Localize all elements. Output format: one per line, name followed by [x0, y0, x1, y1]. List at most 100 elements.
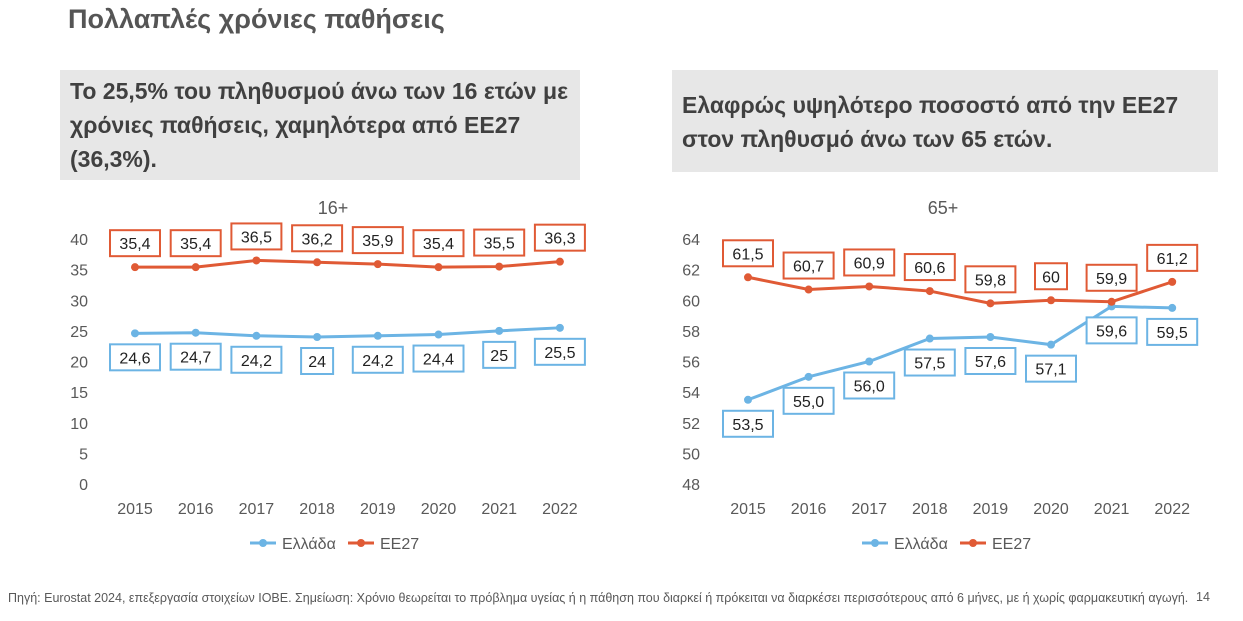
chart-title: 16+ [318, 198, 349, 218]
x-tick-label: 2015 [730, 501, 766, 518]
data-label: 57,6 [975, 354, 1006, 371]
data-point [131, 329, 139, 338]
legend-label: ΕΕ27 [380, 536, 419, 553]
y-tick-label: 48 [682, 477, 700, 494]
data-label-box [1146, 243, 1199, 272]
series-line-eu27 [135, 258, 561, 269]
data-label: 60,7 [793, 259, 824, 276]
data-point [804, 372, 813, 381]
data-label: 59,9 [1096, 271, 1127, 288]
data-label: 59,8 [975, 272, 1006, 289]
data-label: 24,2 [362, 353, 393, 370]
data-label-box [351, 226, 404, 255]
data-point [131, 263, 139, 272]
data-label: 25 [490, 348, 508, 365]
x-tick-label: 2015 [117, 501, 153, 518]
data-label: 35,4 [423, 236, 454, 253]
data-label-box [169, 229, 222, 258]
series-line-greece [747, 304, 1173, 402]
data-point [191, 263, 200, 272]
series-line-eu27 [747, 275, 1173, 305]
y-tick-label: 5 [79, 446, 88, 463]
data-point [252, 256, 261, 265]
x-tick-label: 2016 [791, 501, 827, 518]
x-tick-label: 2022 [1154, 501, 1190, 518]
data-point [1168, 303, 1177, 312]
data-label: 59,6 [1096, 323, 1127, 340]
x-tick-label: 2016 [178, 501, 214, 518]
data-label-box [230, 345, 283, 374]
data-label: 61,5 [732, 246, 763, 263]
data-label-box [351, 345, 404, 374]
data-point [925, 334, 934, 343]
data-label-box [169, 342, 222, 371]
data-point [1047, 340, 1055, 349]
data-label: 25,5 [544, 345, 575, 362]
left-summary-box: Το 25,5% του πληθυσμού άνω των 16 ετών μ… [60, 70, 580, 180]
data-label-box [722, 239, 774, 268]
y-tick-label: 50 [682, 446, 700, 463]
data-point [313, 258, 322, 267]
data-label-box [903, 253, 956, 282]
data-label: 36,2 [302, 231, 333, 248]
data-label-box [782, 251, 835, 280]
data-label: 35,9 [362, 233, 393, 250]
data-label: 35,5 [484, 236, 515, 253]
data-point [495, 262, 504, 271]
data-point [925, 287, 934, 296]
chart-title: 65+ [928, 198, 959, 218]
data-label: 24,4 [423, 352, 454, 369]
data-label-box [722, 409, 774, 438]
y-tick-label: 54 [682, 385, 700, 402]
data-label: 36,5 [241, 229, 272, 246]
footnote: Πηγή: Eurostat 2024, επεξεργασία στοιχεί… [8, 591, 1189, 605]
data-label-box [230, 222, 283, 251]
legend-label: ΕΕ27 [992, 536, 1031, 553]
data-label: 59,5 [1157, 325, 1188, 342]
data-point [373, 260, 382, 269]
data-point [434, 330, 443, 339]
data-label: 35,4 [119, 236, 150, 253]
y-tick-label: 58 [682, 324, 700, 341]
legend-marker [871, 539, 879, 547]
data-label-box [782, 386, 835, 415]
data-label: 55,0 [793, 394, 824, 411]
data-point [555, 257, 564, 266]
data-label-box [1085, 316, 1138, 345]
data-label: 60,6 [914, 260, 945, 277]
data-label-box [1085, 263, 1138, 292]
data-label: 24,2 [241, 353, 272, 370]
data-label-box [1025, 354, 1077, 383]
data-label: 24 [308, 354, 326, 371]
x-tick-label: 2019 [973, 501, 1009, 518]
y-tick-label: 25 [70, 324, 88, 341]
data-point [744, 273, 752, 282]
legend-label: Ελλάδα [894, 536, 948, 553]
y-tick-label: 15 [70, 385, 88, 402]
x-tick-label: 2020 [421, 501, 457, 518]
series-line-greece [134, 326, 560, 339]
data-label-box [964, 347, 1017, 375]
data-label-box [903, 348, 956, 377]
data-point [555, 323, 564, 332]
legend-marker [259, 539, 267, 547]
data-point [252, 331, 261, 340]
x-tick-label: 2019 [360, 501, 396, 518]
data-label-box [412, 229, 465, 258]
data-label: 53,5 [732, 417, 763, 434]
data-label-box [412, 344, 465, 373]
x-tick-label: 2022 [542, 501, 578, 518]
data-label-box [843, 248, 896, 277]
data-label-box [291, 224, 344, 253]
data-point [1047, 296, 1055, 305]
x-tick-label: 2018 [299, 501, 335, 518]
data-label: 60,9 [854, 255, 885, 272]
data-label: 24,7 [180, 350, 211, 367]
y-tick-label: 40 [70, 232, 88, 249]
legend-marker [969, 539, 977, 547]
data-label: 61,2 [1157, 251, 1188, 268]
legend-label: Ελλάδα [282, 536, 336, 553]
data-point [804, 285, 813, 294]
x-tick-label: 2021 [1094, 501, 1130, 518]
